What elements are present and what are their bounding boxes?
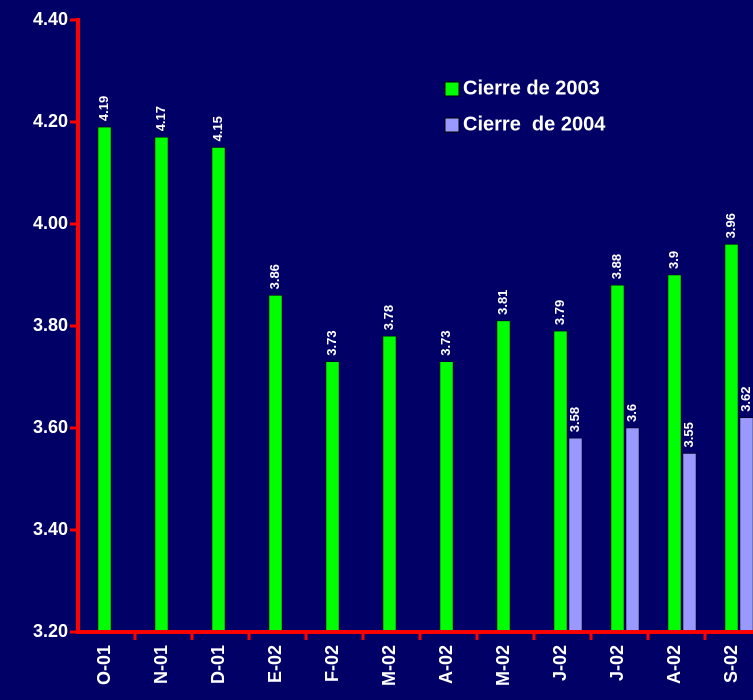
data-label: 3.62	[738, 386, 753, 411]
bar	[682, 453, 697, 633]
y-tick-label: 3.60	[33, 417, 68, 437]
data-label: 3.73	[438, 330, 453, 355]
data-label: 4.19	[96, 96, 111, 121]
y-tick-label: 3.80	[33, 315, 68, 335]
legend-swatch	[444, 81, 460, 97]
x-tick-label: J-02	[607, 645, 627, 681]
bar	[568, 437, 583, 633]
x-tick-label: D-01	[208, 645, 228, 684]
bar	[268, 295, 283, 633]
x-tick-label: A-02	[436, 645, 456, 684]
data-label: 3.81	[495, 290, 510, 315]
bar	[625, 427, 640, 633]
data-label: 3.88	[609, 254, 624, 279]
data-label: 3.73	[324, 330, 339, 355]
bar	[553, 330, 568, 633]
y-tick-label: 3.40	[33, 519, 68, 539]
x-tick-label: A-02	[664, 645, 684, 684]
data-label: 4.15	[210, 116, 225, 141]
x-tick-label: M-02	[493, 645, 513, 686]
bar	[97, 126, 112, 633]
x-tick-label: J-02	[550, 645, 570, 681]
x-tick-label: M-02	[379, 645, 399, 686]
bar	[154, 137, 169, 633]
data-label: 3.6	[624, 404, 639, 422]
bar	[610, 284, 625, 633]
bar	[739, 417, 753, 633]
data-label: 3.79	[552, 300, 567, 325]
data-label: 3.96	[723, 213, 738, 238]
bar	[382, 335, 397, 633]
data-label: 3.78	[381, 305, 396, 330]
data-label: 4.17	[153, 106, 168, 131]
x-tick-label: E-02	[265, 645, 285, 683]
legend-swatch	[444, 117, 460, 133]
x-tick-label: O-01	[94, 645, 114, 685]
y-tick-label: 4.40	[33, 9, 68, 29]
x-tick-label: F-02	[322, 645, 342, 682]
y-tick-label: 3.20	[33, 621, 68, 641]
bar	[667, 274, 682, 633]
bar	[496, 320, 511, 633]
legend-label: Cierre de 2003	[463, 77, 600, 99]
data-label: 3.58	[567, 407, 582, 432]
y-tick-label: 4.00	[33, 213, 68, 233]
data-label: 3.9	[666, 251, 681, 269]
data-label: 3.55	[681, 422, 696, 447]
bar	[325, 361, 340, 633]
bar	[211, 147, 226, 633]
bar	[439, 361, 454, 633]
data-label: 3.86	[267, 264, 282, 289]
x-tick-label: S-02	[721, 645, 741, 683]
legend-label: Cierre de 2004	[463, 113, 606, 135]
bar	[724, 244, 739, 633]
y-tick-label: 4.20	[33, 111, 68, 131]
x-tick-label: N-01	[151, 645, 171, 684]
